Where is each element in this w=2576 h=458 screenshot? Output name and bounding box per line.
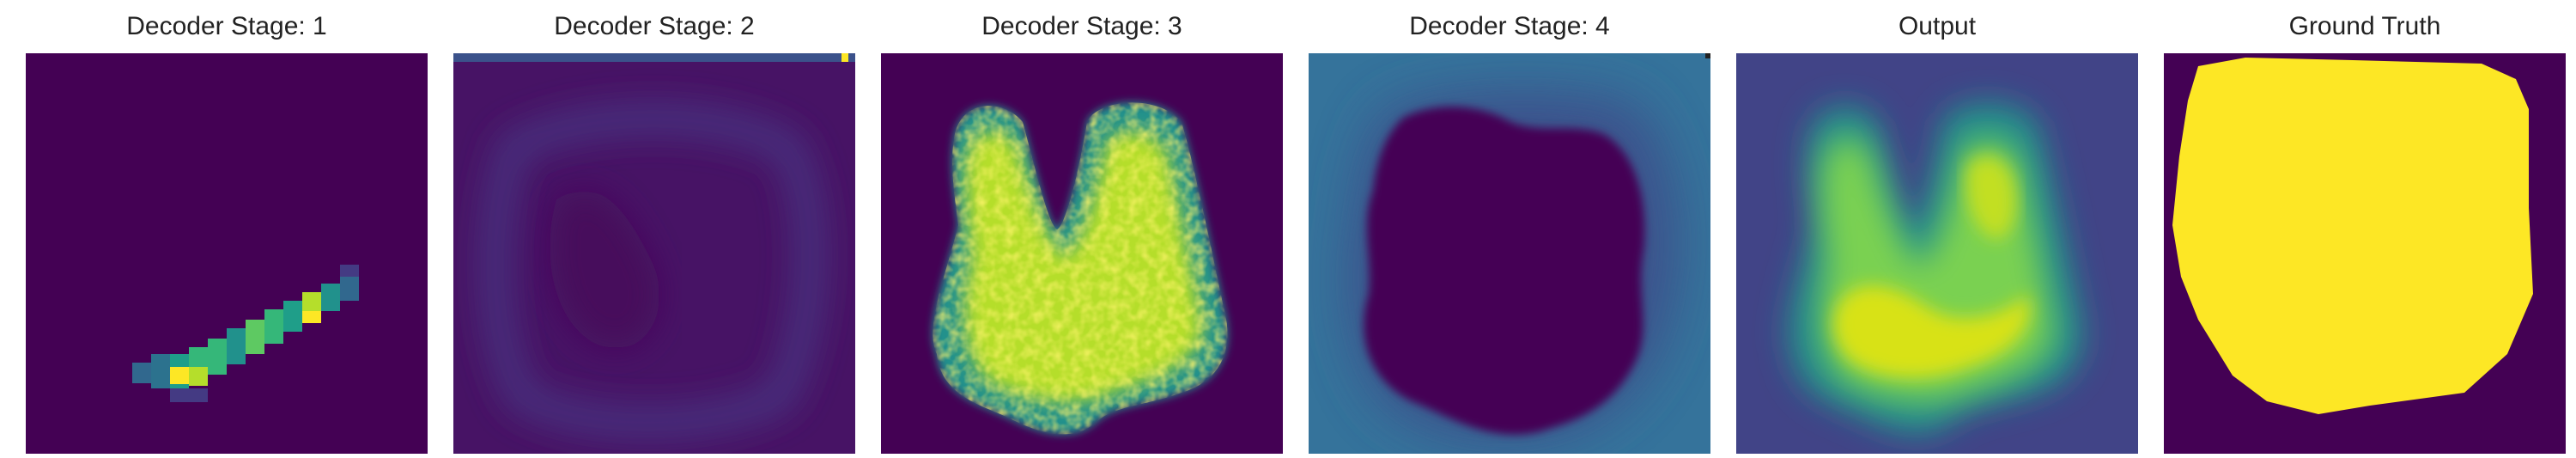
activation-blocks: [132, 265, 359, 402]
heatmap-decoder-stage-4: [1309, 53, 1710, 454]
panel-title: Decoder Stage: 1: [126, 12, 327, 40]
panel-title: Ground Truth: [2288, 12, 2441, 40]
panel-decoder-stage-3: Decoder Stage: 3: [881, 0, 1283, 458]
panel-decoder-stage-4: Decoder Stage: 4: [1309, 0, 1710, 458]
panel-ground-truth: Ground Truth: [2164, 0, 2566, 458]
heatmap-decoder-stage-1: [26, 53, 428, 454]
panel-decoder-stage-1: Decoder Stage: 1: [26, 0, 428, 458]
panel-output: Output: [1736, 0, 2138, 458]
heatmap-output: [1736, 53, 2138, 454]
heatmap-decoder-stage-3: [881, 53, 1283, 454]
ground-truth-mask: [2172, 58, 2533, 414]
panel-title: Decoder Stage: 2: [554, 12, 755, 40]
panel-title: Decoder Stage: 3: [981, 12, 1182, 40]
heatmap-decoder-stage-2: [453, 53, 855, 454]
panel-title: Output: [1898, 12, 1977, 40]
heatmap-ground-truth: [2164, 53, 2566, 454]
panel-decoder-stage-2: Decoder Stage: 2: [453, 0, 855, 458]
panel-title: Decoder Stage: 4: [1409, 12, 1610, 40]
